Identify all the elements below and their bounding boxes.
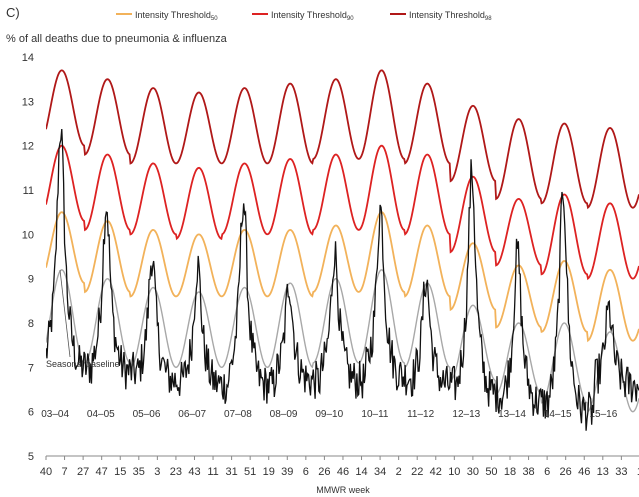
y-tick-label: 11	[23, 185, 34, 197]
x-tick-label: 31	[225, 466, 237, 478]
legend-label: Intensity Threshold50	[135, 10, 218, 22]
y-axis: 5 6 7 8 9 10 11 12 13 14	[22, 52, 34, 463]
x-tick-label: 42	[430, 466, 442, 478]
x-tick-label: 7	[61, 466, 67, 478]
legend: Intensity Threshold50 Intensity Threshold…	[116, 10, 492, 22]
y-tick-label: 14	[22, 52, 34, 64]
series-line-threshold-90	[46, 144, 639, 281]
x-tick-label: 10	[448, 466, 460, 478]
y-tick-label: 6	[28, 407, 34, 419]
x-tick-label: 30	[467, 466, 479, 478]
x-tick-label: 15	[114, 466, 126, 478]
legend-subscript: 90	[347, 16, 354, 22]
season-label: 07–08	[224, 409, 252, 420]
x-tick-label: 6	[544, 466, 550, 478]
plot-area: Seasonal baseline	[46, 69, 639, 431]
y-axis-label: % of all deaths due to pneumonia & influ…	[6, 33, 228, 45]
x-tick-label: 22	[411, 466, 423, 478]
season-label: 08–09	[270, 409, 298, 420]
season-label: 10–11	[361, 409, 389, 420]
legend-subscript: 98	[485, 16, 492, 22]
y-tick-label: 8	[28, 318, 34, 330]
x-tick-label: 51	[244, 466, 256, 478]
x-tick-label: 6	[303, 466, 309, 478]
season-label: 03–04	[41, 409, 69, 420]
season-label: 15–16	[589, 409, 617, 420]
season-label: 12–13	[452, 409, 480, 420]
x-axis: 40 7 27 47 15 35 3 23 43 11 31 51 19 39 6 26 46 14 34 2 22 42…	[40, 455, 639, 478]
x-tick-label: 11	[207, 466, 218, 478]
x-tick-label: 13	[597, 466, 609, 478]
x-tick-label: 47	[96, 466, 108, 478]
x-tick-label: 2	[396, 466, 402, 478]
y-tick-label: 13	[22, 96, 34, 108]
y-tick-label: 12	[22, 141, 34, 153]
series-line-observed	[46, 128, 639, 431]
x-tick-label: 18	[504, 466, 516, 478]
x-tick-label: 19	[263, 466, 275, 478]
series-line-threshold-98	[46, 69, 639, 210]
season-label: 05–06	[133, 409, 161, 420]
x-tick-label: 50	[485, 466, 497, 478]
y-tick-label: 5	[28, 451, 34, 463]
x-tick-label: 23	[170, 466, 182, 478]
season-label: 11–12	[407, 409, 435, 420]
y-tick-label: 7	[28, 362, 34, 374]
x-tick-label: 34	[374, 466, 386, 478]
series-line-seasonal-baseline	[46, 269, 639, 413]
season-label: 13–14	[498, 409, 526, 420]
x-tick-label: 46	[337, 466, 349, 478]
x-tick-label: 27	[77, 466, 89, 478]
season-labels: 03–04 04–05 05–06 06–07 07–08 08–09 09–10 10–11…	[41, 409, 617, 420]
x-tick-label: 33	[615, 466, 627, 478]
season-label: 09–10	[315, 409, 343, 420]
x-tick-label: 43	[188, 466, 200, 478]
x-tick-label: 35	[133, 466, 145, 478]
baseline-annotation-label: Seasonal baseline	[46, 359, 120, 369]
season-label: 14–15	[544, 409, 572, 420]
y-tick-label: 9	[28, 274, 34, 286]
baseline-annotation-line	[59, 269, 71, 358]
y-tick-label: 10	[22, 229, 34, 241]
x-tick-label: 3	[154, 466, 160, 478]
x-tick-label: 26	[318, 466, 330, 478]
x-tick-label: 1	[637, 466, 639, 478]
x-tick-label: 14	[355, 466, 367, 478]
x-tick-label: 39	[281, 466, 293, 478]
x-tick-label: 26	[560, 466, 572, 478]
legend-label: Intensity Threshold90	[271, 10, 354, 22]
season-label: 04–05	[87, 409, 115, 420]
x-tick-label: 38	[522, 466, 534, 478]
panel-label: C)	[6, 5, 20, 20]
x-tick-label: 40	[40, 466, 52, 478]
x-tick-label: 46	[578, 466, 590, 478]
legend-subscript: 50	[211, 16, 218, 22]
x-axis-label: MMWR week	[316, 485, 370, 495]
season-label: 06–07	[178, 409, 206, 420]
legend-label: Intensity Threshold98	[409, 10, 492, 22]
series-line-threshold-50	[46, 211, 639, 343]
